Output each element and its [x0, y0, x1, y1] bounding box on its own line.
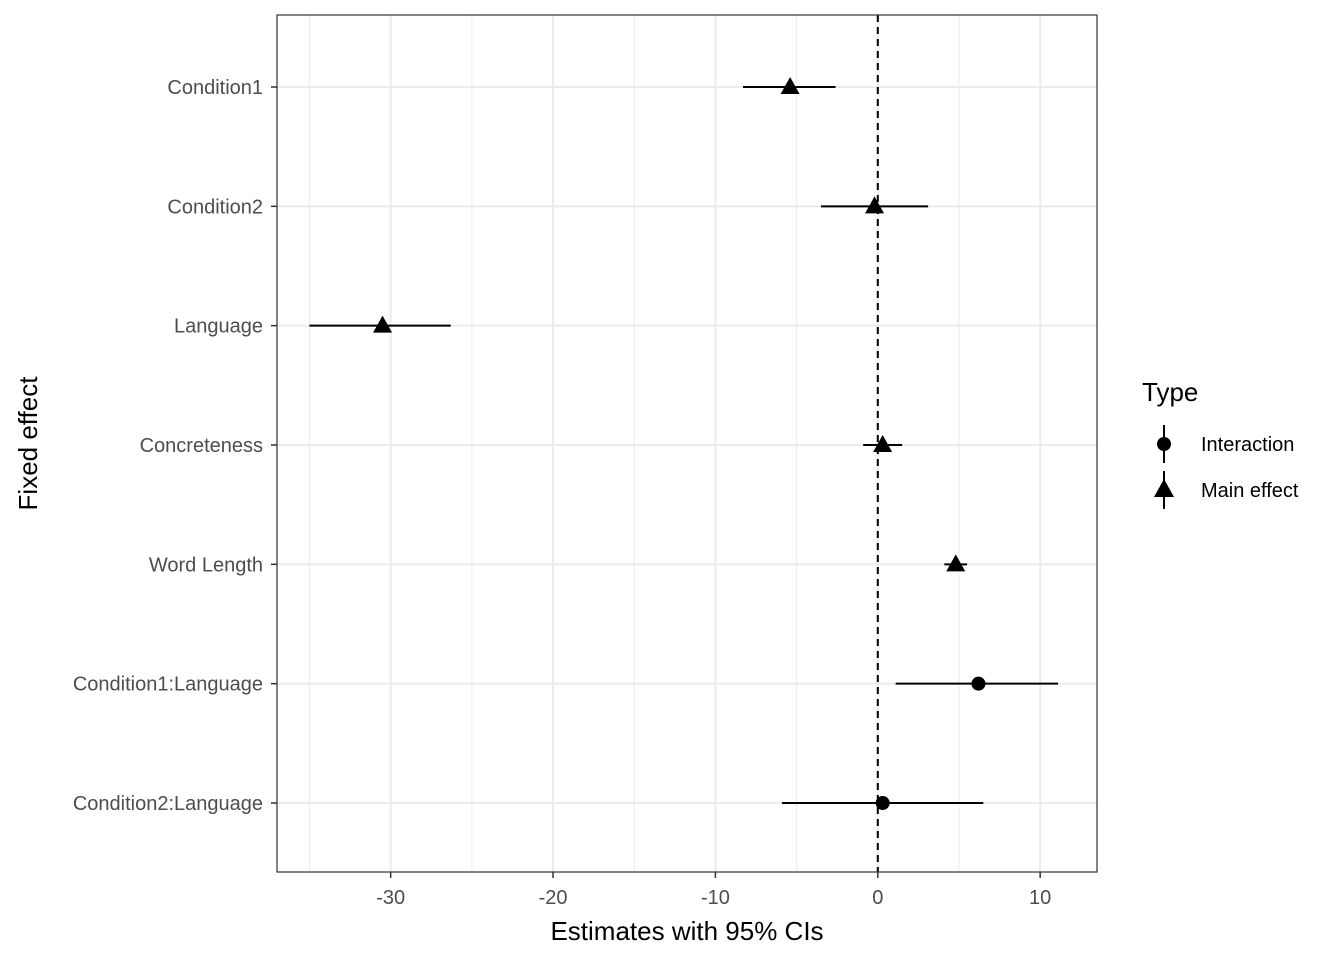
- legend-key-circle: [1157, 437, 1171, 451]
- legend: Type Interaction Main effect: [1142, 377, 1299, 509]
- y-tick-label: Concreteness: [140, 435, 263, 457]
- point-main-effect: [780, 77, 800, 94]
- legend-label: Main effect: [1201, 480, 1299, 502]
- point-main-effect: [946, 554, 966, 572]
- legend-title: Type: [1142, 377, 1198, 407]
- y-tick-label: Language: [174, 316, 263, 338]
- x-tick-label: 0: [872, 887, 883, 909]
- point-main-effect: [373, 315, 393, 333]
- x-axis-ticks: -30 -20 -10 0 10: [376, 872, 1051, 909]
- x-tick-label: -10: [701, 887, 730, 909]
- y-axis-title: Fixed effect: [13, 376, 43, 511]
- major-gridlines: [277, 15, 1097, 872]
- legend-key-triangle: [1154, 479, 1174, 497]
- data-points: [373, 77, 986, 810]
- legend-label: Interaction: [1201, 434, 1294, 456]
- panel-border: [276, 14, 1098, 873]
- y-tick-label: Condition1:Language: [73, 674, 263, 696]
- x-axis-title: Estimates with 95% CIs: [550, 916, 823, 946]
- point-main-effect: [873, 435, 893, 452]
- y-tick-label: Condition1: [167, 77, 263, 99]
- x-tick-label: 10: [1029, 887, 1051, 909]
- minor-gridlines: [308, 15, 960, 872]
- point-interaction: [875, 796, 890, 810]
- x-tick-label: -20: [539, 887, 568, 909]
- y-axis-ticks: Condition1 Condition2 Language Concreteness…: [73, 77, 277, 815]
- y-tick-label: Word Length: [149, 554, 263, 576]
- point-main-effect: [865, 196, 885, 214]
- x-tick-label: -30: [376, 887, 405, 909]
- y-tick-label: Condition2: [167, 196, 263, 218]
- point-interaction: [971, 676, 986, 691]
- y-tick-label: Condition2:Language: [73, 793, 263, 815]
